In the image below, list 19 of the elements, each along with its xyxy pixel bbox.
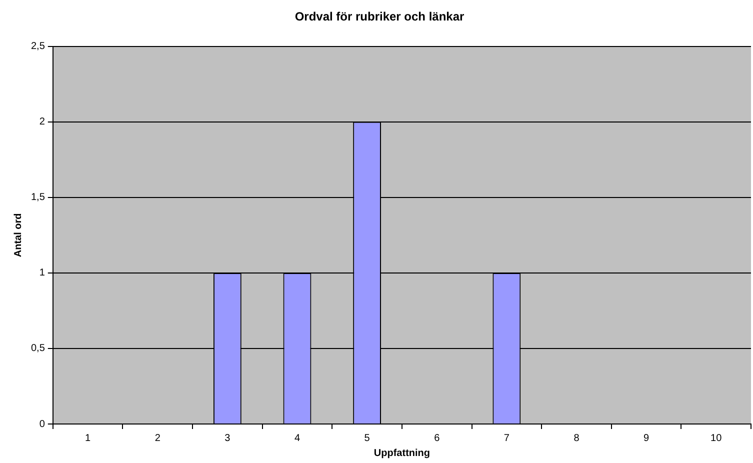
x-tick-label: 4: [294, 432, 300, 444]
x-tick-label: 8: [574, 432, 580, 444]
x-tick-label: 3: [224, 432, 231, 444]
x-tick-label: 6: [434, 432, 440, 444]
x-tick-label: 5: [364, 432, 370, 444]
x-tick-label: 7: [504, 432, 510, 444]
y-tick-label: 1,5: [30, 192, 46, 204]
chart-title: Ordval för rubriker och länkar: [294, 10, 465, 24]
y-tick-label: 0: [39, 418, 46, 430]
y-tick-label: 2,5: [30, 41, 46, 52]
x-tick-label: 10: [710, 432, 722, 444]
x-tick-label: 2: [154, 432, 161, 444]
x-tick-label: 1: [85, 432, 92, 444]
y-tick-label: 2: [39, 116, 46, 128]
x-axis-title: Uppfattning: [374, 448, 430, 459]
x-tick-label: 9: [644, 432, 650, 444]
y-tick-label: 0,5: [30, 343, 46, 354]
y-axis-title: Antal ord: [12, 213, 24, 258]
y-tick-label: 1: [39, 268, 46, 279]
